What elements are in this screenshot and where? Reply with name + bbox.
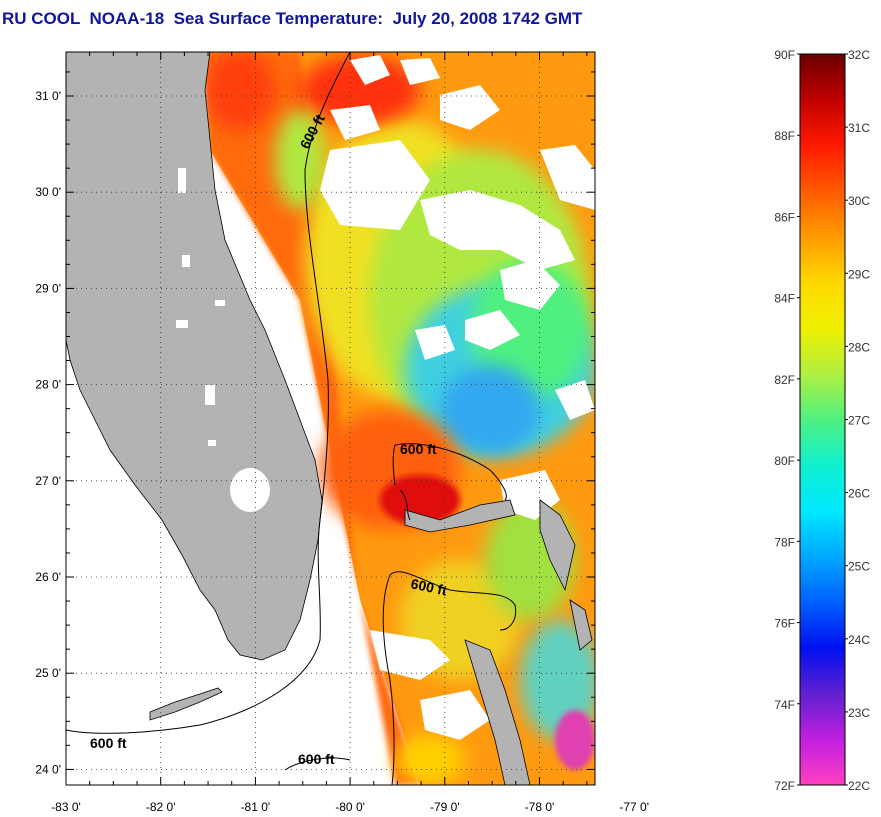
- colorbar-c-label: 32C: [848, 48, 870, 62]
- longitude-label: -79 0': [430, 800, 460, 814]
- longitude-labels: -83 0' -82 0' -81 0' -80 0' -79 0' -78 0' -77 …: [51, 800, 649, 814]
- contour-label: 600 ft: [400, 441, 437, 457]
- latitude-label: 27 0': [35, 474, 61, 488]
- cloud-mask: [320, 55, 595, 740]
- colorbar-c-label: 28C: [848, 340, 870, 354]
- latitude-labels: 31 0' 30 0' 29 0' 28 0' 27 0' 26 0' 25 0' 24 0': [35, 89, 61, 776]
- sst-swath: [205, 52, 595, 785]
- colorbar-f-label: 90F: [774, 48, 795, 62]
- longitude-label: -83 0': [51, 800, 81, 814]
- colorbar-fahrenheit-labels: 90F 88F 86F 84F 82F 80F 78F 76F 74F 72F: [774, 48, 800, 793]
- graticule: [66, 52, 595, 785]
- longitude-label: -82 0': [146, 800, 176, 814]
- colorbar-celsius-labels: 32C 31C 30C 29C 28C 27C 26C 25C 24C 23C 22C: [845, 48, 870, 793]
- contour-label: 600 ft: [90, 735, 127, 751]
- isobath-600ft: [66, 52, 517, 785]
- florida-keys: [149, 687, 223, 721]
- latitude-label: 28 0': [35, 378, 61, 392]
- bahamas-land: [404, 499, 593, 785]
- contour-label: 600 ft: [298, 751, 335, 767]
- longitude-label: -80 0': [335, 800, 365, 814]
- colorbar-c-label: 23C: [848, 706, 870, 720]
- colorbar-c-label: 25C: [848, 560, 870, 574]
- contour-label: 600 ft: [409, 575, 448, 598]
- latitude-label: 31 0': [35, 89, 61, 103]
- latitude-label: 30 0': [35, 185, 61, 199]
- map-frame: [65, 51, 596, 786]
- colorbar-c-label: 24C: [848, 633, 870, 647]
- colorbar-f-label: 78F: [774, 535, 795, 549]
- longitude-label: -77 0': [619, 800, 649, 814]
- latitude-label: 29 0': [35, 281, 61, 295]
- colorbar-c-label: 26C: [848, 487, 870, 501]
- axis-ticks: [65, 52, 595, 785]
- colorbar-f-label: 86F: [774, 210, 795, 224]
- colorbar-f-label: 76F: [774, 617, 795, 631]
- latitude-label: 24 0': [35, 762, 61, 776]
- colorbar-f-label: 88F: [774, 129, 795, 143]
- colorbar-c-label: 22C: [848, 779, 870, 793]
- colorbar: [799, 53, 846, 786]
- colorbar-f-label: 80F: [774, 454, 795, 468]
- latitude-label: 25 0': [35, 666, 61, 680]
- colorbar-f-label: 72F: [774, 779, 795, 793]
- colorbar-f-label: 84F: [774, 292, 795, 306]
- longitude-label: -78 0': [525, 800, 555, 814]
- colorbar-f-label: 82F: [774, 373, 795, 387]
- inland-lakes: [176, 168, 225, 446]
- page-title: RU COOL NOAA-18 Sea Surface Temperature:…: [2, 9, 583, 28]
- latitude-label: 26 0': [35, 570, 61, 584]
- colorbar-c-label: 27C: [848, 414, 870, 428]
- colorbar-c-label: 29C: [848, 267, 870, 281]
- colorbar-c-label: 30C: [848, 194, 870, 208]
- colorbar-f-label: 74F: [774, 698, 795, 712]
- colorbar-c-label: 31C: [848, 121, 870, 135]
- longitude-label: -81 0': [241, 800, 271, 814]
- lake-okeechobee: [230, 468, 270, 512]
